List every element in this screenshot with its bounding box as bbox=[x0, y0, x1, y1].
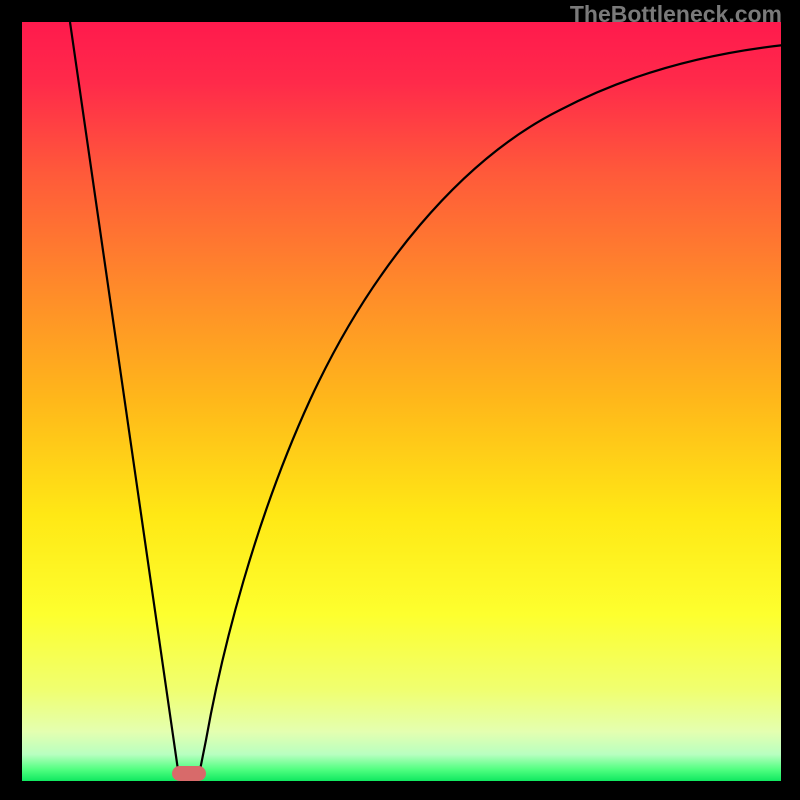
chart-container: TheBottleneck.com bbox=[0, 0, 800, 800]
bottom-marker bbox=[172, 766, 206, 781]
left-v-line bbox=[70, 22, 178, 770]
curves-layer bbox=[0, 0, 800, 800]
watermark-text: TheBottleneck.com bbox=[570, 1, 782, 28]
right-v-curve bbox=[200, 45, 784, 770]
